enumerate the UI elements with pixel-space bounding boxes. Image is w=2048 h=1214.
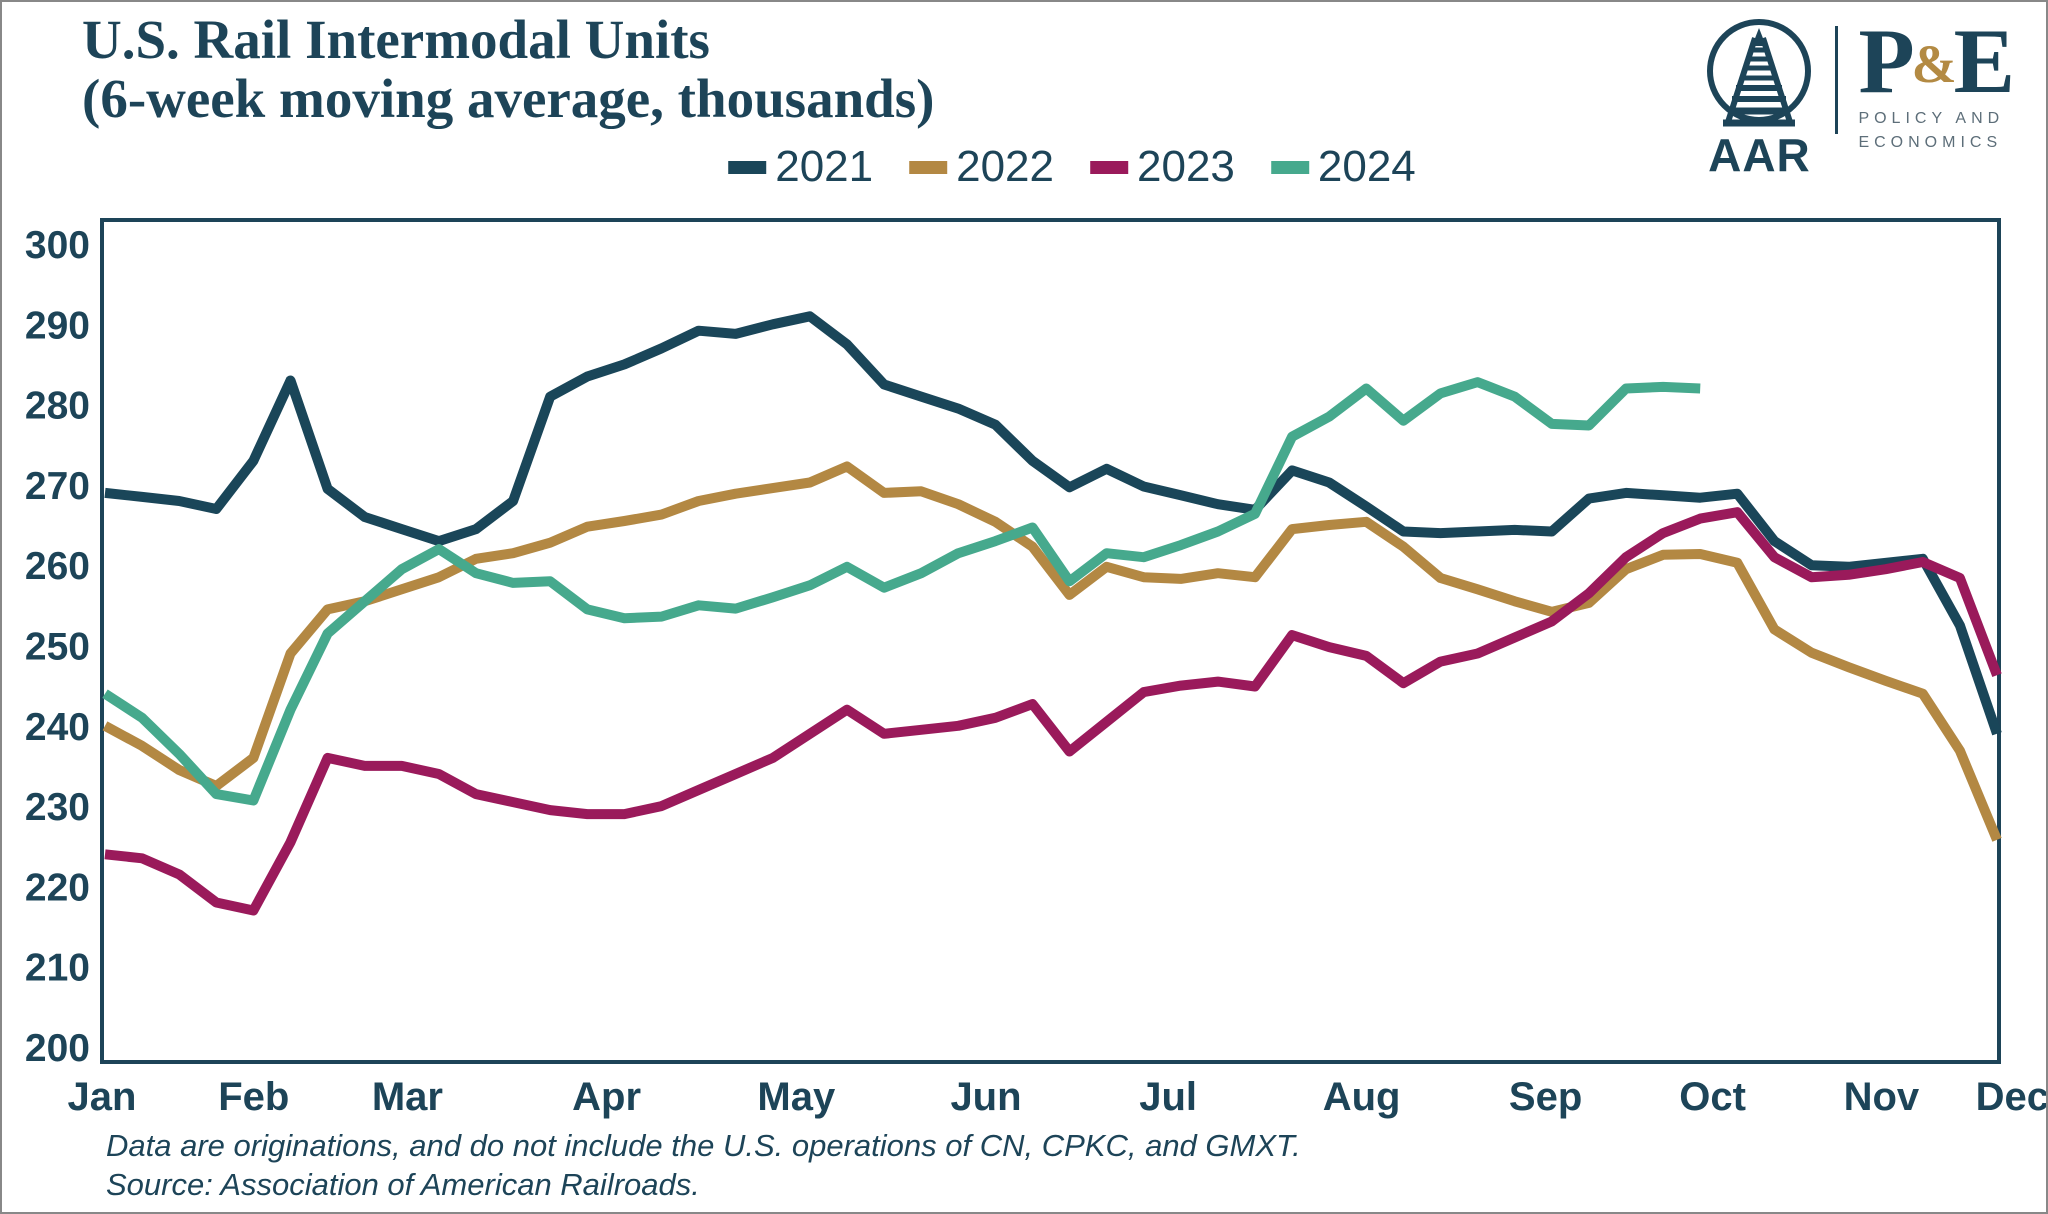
legend-label-2021: 2021 <box>775 142 874 191</box>
footnote-data: Data are originations, and do not includ… <box>106 1128 1301 1163</box>
x-axis-tick-label-sep: Sep <box>1509 1075 1582 1119</box>
y-axis-tick-label-240: 240 <box>25 706 90 749</box>
x-axis-tick-label-jul: Jul <box>1139 1075 1197 1119</box>
x-axis-tick-label-apr: Apr <box>572 1075 641 1119</box>
x-axis-tick-label-aug: Aug <box>1323 1075 1401 1119</box>
legend-label-2022: 2022 <box>956 142 1054 191</box>
legend-item-2021: 2021 <box>728 142 873 192</box>
legend: 2021 2022 2023 2024 <box>728 142 1416 192</box>
chart-title: U.S. Rail Intermodal Units (6-week movin… <box>82 10 934 129</box>
legend-item-2024: 2024 <box>1270 142 1416 192</box>
legend-swatch-2022 <box>909 160 948 174</box>
legend-swatch-2024 <box>1270 160 1309 174</box>
rail-track-icon <box>1707 19 1812 127</box>
x-axis-tick-label-mar: Mar <box>372 1075 443 1119</box>
pe-tagline-line1: POLICY AND <box>1858 110 2005 128</box>
pe-ampersand: & <box>1911 34 1958 94</box>
series-line-2021 <box>104 311 2002 736</box>
pe-logo-block: P&E POLICY AND ECONOMICS <box>1858 10 2016 154</box>
series-line-2023 <box>104 507 2002 916</box>
y-axis-tick-label-230: 230 <box>25 786 90 829</box>
y-axis-tick-label-290: 290 <box>25 304 90 347</box>
chart-title-line2: (6-week moving average, thousands) <box>82 68 935 130</box>
y-axis-tick-label-270: 270 <box>25 465 90 508</box>
x-axis-tick-label-jan: Jan <box>68 1075 137 1119</box>
plot-border <box>100 218 2001 1064</box>
chart-title-line1: U.S. Rail Intermodal Units <box>82 9 710 70</box>
series-line-2024 <box>102 377 1701 806</box>
footnotes: Data are originations, and do not includ… <box>106 1126 1301 1204</box>
aar-pe-logo: AAR P&E POLICY AND ECONOMICS <box>1703 10 2016 182</box>
legend-label-2024: 2024 <box>1317 142 1416 191</box>
y-axis-tick-label-220: 220 <box>25 866 90 909</box>
footnote-source: Source: Association of American Railroad… <box>106 1167 700 1202</box>
aar-logo-block: AAR <box>1703 16 1815 182</box>
x-axis-tick-label-may: May <box>757 1075 836 1119</box>
x-axis-tick-label-jun: Jun <box>950 1075 1021 1119</box>
series-line-2022 <box>102 461 2002 842</box>
x-axis-tick-label-dec: Dec <box>1976 1075 2048 1119</box>
y-axis-tick-label-250: 250 <box>25 626 90 669</box>
x-axis-tick-label-feb: Feb <box>218 1075 289 1119</box>
y-axis-tick-label-260: 260 <box>25 545 90 588</box>
y-axis-tick-label-300: 300 <box>25 224 90 267</box>
legend-item-2022: 2022 <box>909 142 1054 192</box>
x-axis-tick-label-oct: Oct <box>1679 1075 1746 1119</box>
legend-item-2023: 2023 <box>1090 142 1235 192</box>
legend-swatch-2023 <box>1090 160 1128 174</box>
y-axis-tick-label-280: 280 <box>25 385 90 428</box>
x-axis-tick-label-nov: Nov <box>1844 1075 1920 1119</box>
legend-label-2023: 2023 <box>1137 142 1235 191</box>
pe-logo-text: P&E <box>1858 10 2016 112</box>
y-axis-tick-label-210: 210 <box>25 947 90 990</box>
pe-tagline-line2: ECONOMICS <box>1858 133 2003 151</box>
logo-divider <box>1835 26 1839 134</box>
y-axis-tick-label-200: 200 <box>25 1027 90 1070</box>
legend-swatch-2021 <box>728 160 767 174</box>
aar-logo-text: AAR <box>1708 129 1811 181</box>
